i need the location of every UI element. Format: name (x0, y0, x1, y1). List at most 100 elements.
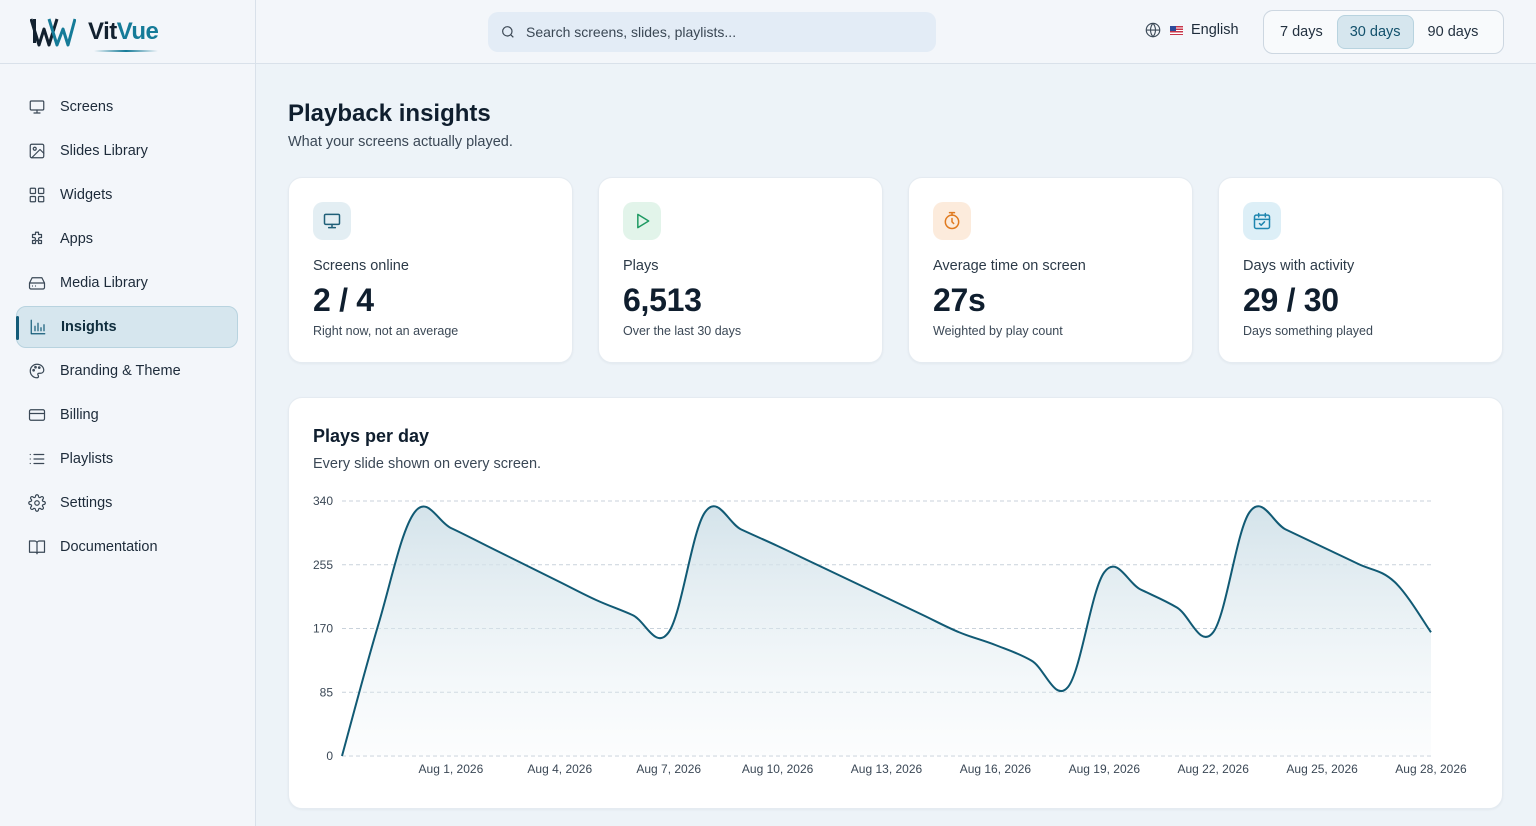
range-7-days-button[interactable]: 7 days (1280, 24, 1323, 40)
sidebar-item-label: Insights (61, 319, 117, 335)
page-subtitle: What your screens actually played. (288, 134, 513, 150)
data-point[interactable] (1207, 626, 1219, 638)
stat-icon-wrap (1243, 202, 1281, 240)
data-point[interactable] (518, 558, 530, 570)
sidebar-item-label: Settings (60, 495, 113, 511)
data-point[interactable] (844, 575, 856, 587)
stat-value: 27s (933, 282, 986, 318)
sidebar-item-label: Apps (60, 231, 94, 247)
sidebar-item-screens[interactable]: Screens (16, 86, 238, 128)
data-point[interactable] (554, 576, 566, 588)
series-line (341, 505, 1432, 757)
stat-label: Plays (623, 258, 659, 274)
stat-note: Weighted by play count (933, 324, 1063, 338)
sidebar-item-media-library[interactable]: Media Library (16, 262, 238, 304)
hard-drive-icon (28, 277, 46, 290)
data-point[interactable] (336, 750, 348, 762)
data-point[interactable] (1352, 558, 1364, 570)
data-point[interactable] (1425, 626, 1437, 638)
sidebar-item-billing[interactable]: Billing (16, 394, 238, 436)
x-tick-label: Aug 22, 2026 (1177, 762, 1249, 776)
range-90-days-button[interactable]: 90 days (1427, 24, 1479, 40)
data-point[interactable] (1316, 541, 1328, 553)
topbar: English 7 days 30 days 90 days (256, 0, 1536, 64)
brand-name-part2: Vue (116, 17, 159, 45)
brand-name-part1: Vit (88, 17, 117, 45)
stat-label: Average time on screen (933, 258, 1086, 274)
sidebar-item-label: Screens (60, 99, 114, 115)
data-point[interactable] (590, 594, 602, 606)
search-input[interactable] (526, 24, 906, 40)
sidebar-item-label: Playlists (60, 451, 114, 467)
us-flag-icon (1170, 25, 1183, 35)
stat-card-plays: Plays 6,513 Over the last 30 days (598, 177, 883, 363)
sidebar-item-documentation[interactable]: Documentation (16, 526, 238, 568)
sidebar-item-settings[interactable]: Settings (16, 482, 238, 524)
bar-chart-icon (30, 319, 46, 335)
data-point[interactable] (699, 506, 711, 518)
data-point[interactable] (953, 626, 965, 638)
x-tick-label: Aug 19, 2026 (1069, 762, 1141, 776)
data-point[interactable] (808, 557, 820, 569)
y-tick-label: 0 (326, 749, 333, 763)
range-30-days-button[interactable]: 30 days (1336, 15, 1414, 49)
gear-icon (28, 494, 46, 512)
data-point[interactable] (626, 609, 638, 621)
data-point[interactable] (409, 506, 421, 518)
vitvue-logo-icon (30, 18, 76, 46)
stat-card-screens-online: Screens online 2 / 4 Right now, not an a… (288, 177, 573, 363)
image-icon (29, 143, 45, 159)
x-tick-label: Aug 10, 2026 (742, 762, 814, 776)
stat-icon-wrap (313, 202, 351, 240)
sidebar-item-branding-theme[interactable]: Branding & Theme (16, 350, 238, 392)
data-point[interactable] (481, 540, 493, 552)
data-point[interactable] (1244, 506, 1256, 518)
data-point[interactable] (735, 524, 747, 536)
calendar-check-icon (1253, 212, 1271, 230)
data-point[interactable] (772, 540, 784, 552)
brand-name: VitVue (88, 17, 159, 52)
data-point[interactable] (1389, 576, 1401, 588)
y-tick-label: 340 (313, 494, 333, 508)
data-point[interactable] (881, 592, 893, 604)
data-point[interactable] (1171, 602, 1183, 614)
grid-icon (29, 187, 45, 203)
language-selector[interactable]: English (1144, 21, 1239, 39)
sidebar-nav: Screens Slides Library Widgets Apps Medi… (0, 64, 255, 568)
y-tick-label: 170 (313, 622, 333, 636)
data-point[interactable] (1135, 584, 1147, 596)
x-tick-label: Aug 16, 2026 (960, 762, 1032, 776)
data-point[interactable] (663, 626, 675, 638)
sidebar-item-slides-library[interactable]: Slides Library (16, 130, 238, 172)
page-title: Playback insights (288, 100, 491, 127)
sidebar-item-insights[interactable]: Insights (16, 306, 238, 348)
data-point[interactable] (917, 609, 929, 621)
sidebar-item-label: Widgets (60, 187, 113, 203)
date-range-toggle: 7 days 30 days 90 days (1263, 10, 1504, 54)
monitor-icon (29, 100, 45, 114)
book-icon (28, 540, 46, 555)
x-tick-label: Aug 28, 2026 (1395, 762, 1467, 776)
play-icon (637, 213, 650, 229)
data-point[interactable] (1026, 655, 1038, 667)
globe-icon (1145, 22, 1161, 38)
chart-title: Plays per day (313, 426, 430, 446)
x-tick-label: Aug 1, 2026 (419, 762, 484, 776)
data-point[interactable] (1098, 566, 1110, 578)
brand[interactable]: VitVue (0, 0, 255, 64)
palette-icon (29, 363, 45, 379)
credit-card-icon (28, 409, 46, 421)
search-box[interactable] (488, 12, 936, 52)
stat-value: 2 / 4 (313, 282, 374, 318)
data-point[interactable] (1280, 524, 1292, 536)
data-point[interactable] (1062, 681, 1074, 693)
stat-label: Days with activity (1243, 258, 1355, 274)
sidebar-item-playlists[interactable]: Playlists (16, 438, 238, 480)
sidebar-item-label: Branding & Theme (60, 363, 181, 379)
stat-note: Over the last 30 days (623, 324, 742, 338)
sidebar-item-apps[interactable]: Apps (16, 218, 238, 260)
data-point[interactable] (445, 522, 457, 534)
data-point[interactable] (989, 639, 1001, 651)
data-point[interactable] (372, 619, 384, 631)
sidebar-item-widgets[interactable]: Widgets (16, 174, 238, 216)
